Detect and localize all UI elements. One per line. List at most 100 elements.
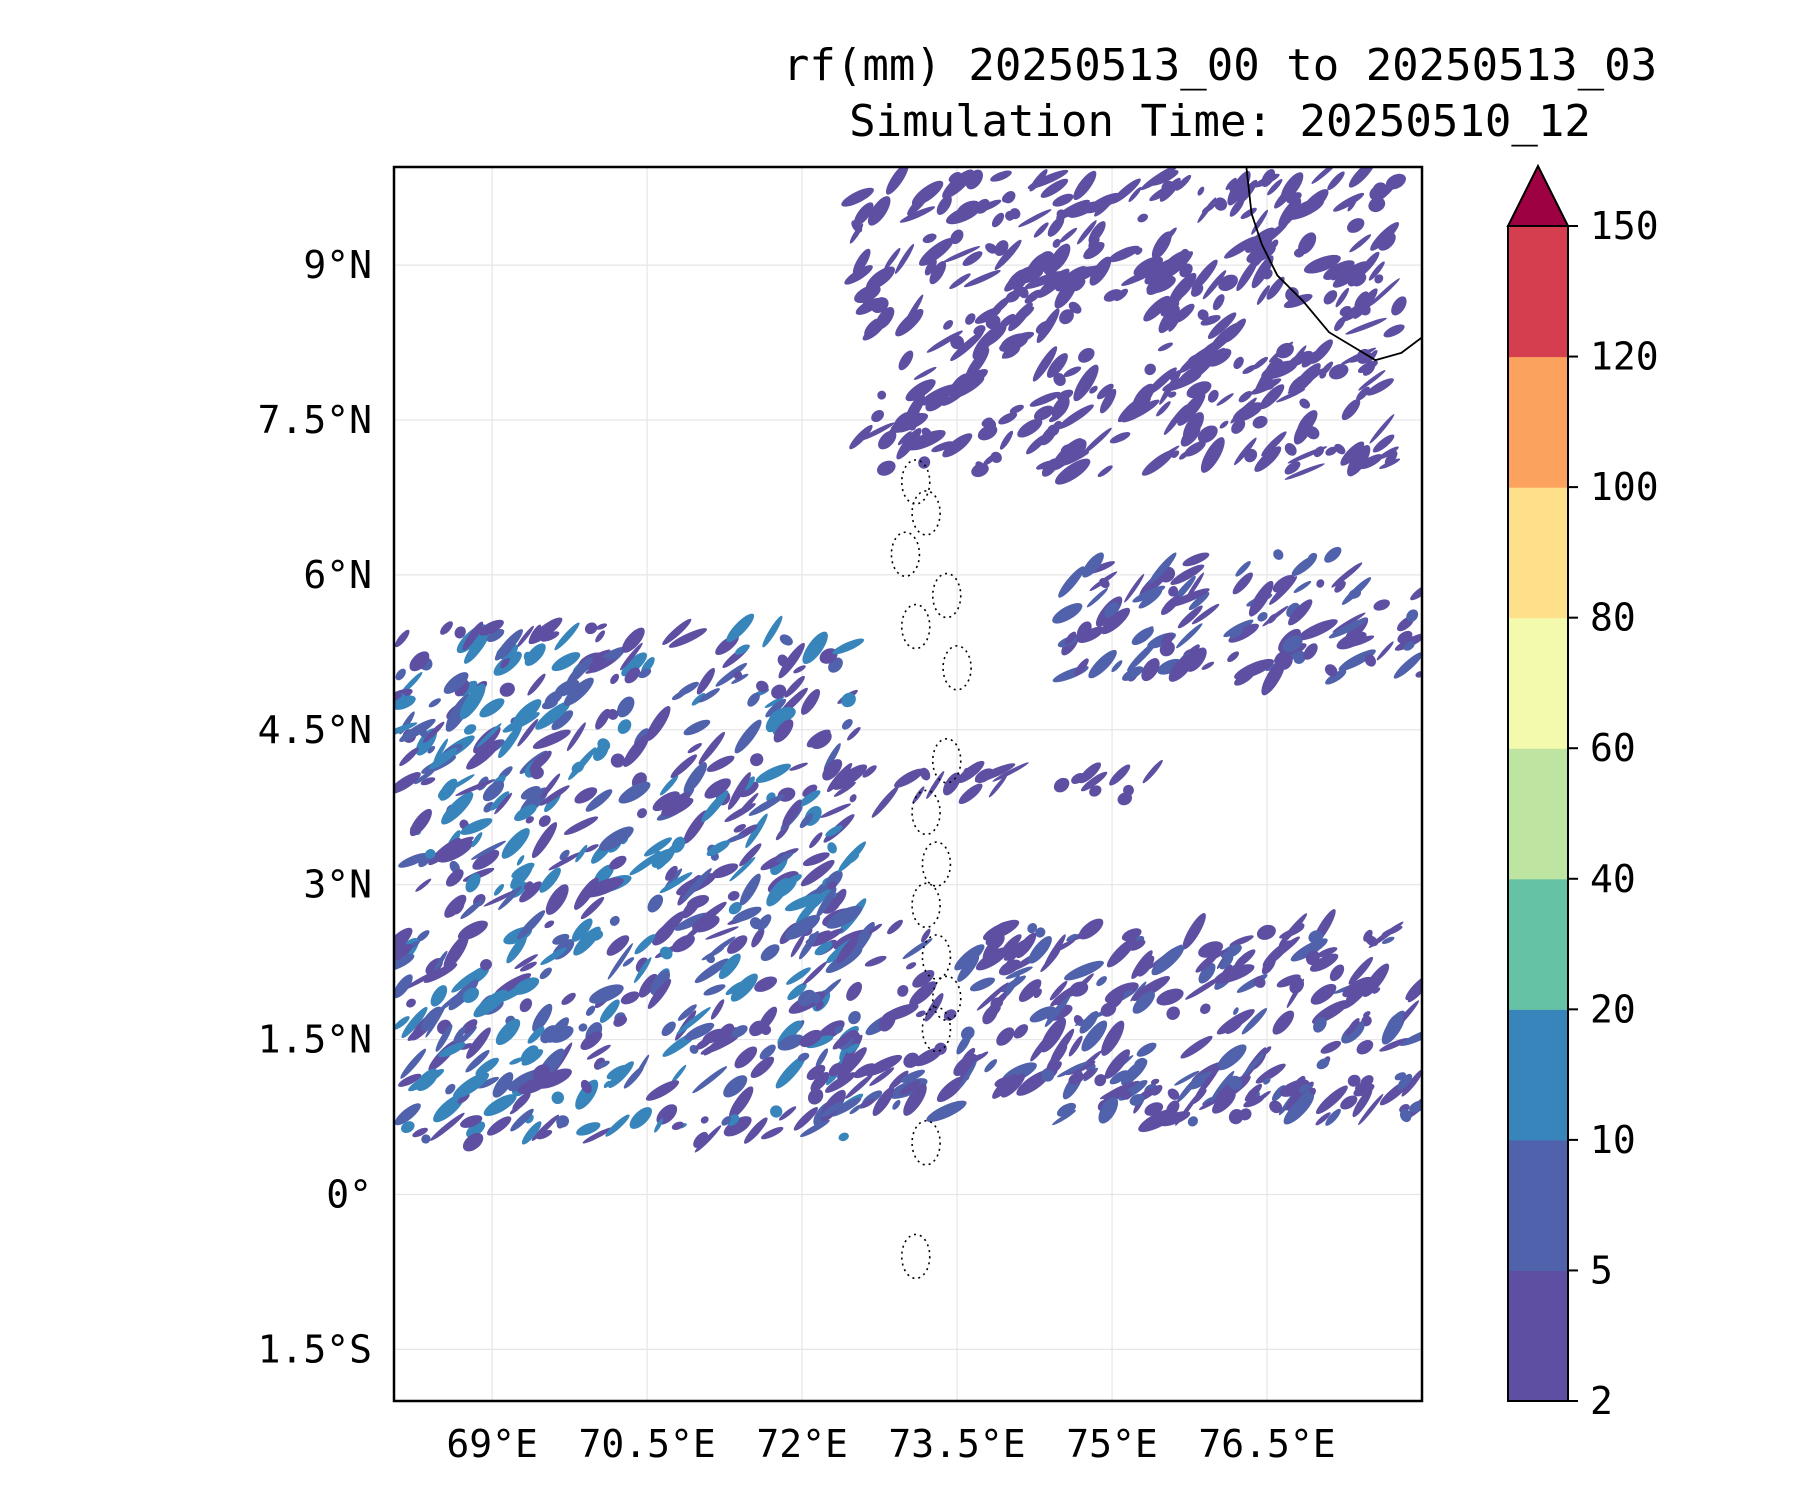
rain-cell xyxy=(1158,305,1180,334)
rain-cell xyxy=(898,350,914,371)
rain-cell xyxy=(400,1048,427,1079)
rain-cell xyxy=(962,251,983,267)
rain-cell xyxy=(1129,939,1146,951)
rain-cell xyxy=(1331,562,1363,588)
rain-cell xyxy=(990,997,1004,1009)
rain-cell xyxy=(1363,929,1373,942)
rain-cell xyxy=(421,1134,431,1144)
colorbar-tick-label: 100 xyxy=(1590,465,1659,509)
x-tick-label: 70.5°E xyxy=(578,1422,715,1466)
rain-cell xyxy=(460,818,493,835)
rain-cell xyxy=(408,1068,445,1092)
rain-cell xyxy=(556,1115,570,1128)
rain-cell xyxy=(471,832,483,848)
rain-cell xyxy=(1027,923,1038,934)
atoll-outline xyxy=(900,459,931,505)
rain-cell xyxy=(1282,635,1303,653)
rain-cell xyxy=(1220,944,1242,959)
rain-cell xyxy=(907,430,946,451)
rain-cell xyxy=(1088,221,1106,244)
rain-cell xyxy=(1191,259,1218,292)
rain-cell xyxy=(1068,1035,1083,1057)
rain-cell xyxy=(949,273,971,290)
rain-cell xyxy=(1140,167,1178,191)
rain-cell xyxy=(1244,1083,1263,1102)
rain-cell xyxy=(706,840,730,857)
rain-cell xyxy=(921,427,932,439)
rain-cell xyxy=(1243,1095,1265,1108)
rain-cell xyxy=(1198,340,1222,360)
rain-cell xyxy=(694,958,729,984)
rain-cell xyxy=(1217,1044,1247,1071)
rain-cell xyxy=(986,1006,1001,1022)
rain-cell xyxy=(1024,270,1064,290)
rain-cell xyxy=(1005,290,1020,303)
rain-cell xyxy=(441,791,474,825)
rain-cell xyxy=(568,747,597,781)
rain-cell xyxy=(1272,574,1296,593)
rain-cell xyxy=(633,957,652,984)
rain-cell xyxy=(394,943,413,963)
rain-cell xyxy=(739,843,762,867)
rain-cell xyxy=(1182,913,1206,950)
rain-cell xyxy=(434,950,448,972)
rain-cell xyxy=(1379,458,1401,470)
rain-cell xyxy=(837,1047,867,1080)
rain-cell xyxy=(509,1057,524,1065)
rain-cell xyxy=(1393,652,1422,679)
rain-cell xyxy=(1368,278,1400,307)
rain-cell xyxy=(727,890,740,901)
rain-cell xyxy=(727,772,751,810)
rain-cell xyxy=(598,826,634,852)
rain-cell xyxy=(779,634,793,646)
rain-cell xyxy=(1168,586,1179,597)
rain-cell xyxy=(1213,964,1255,984)
rain-cell xyxy=(1288,377,1302,394)
rain-cell xyxy=(1085,192,1120,214)
rain-cell xyxy=(847,726,861,741)
rain-cell xyxy=(1183,412,1204,441)
rain-cell xyxy=(903,1052,920,1068)
rain-cell xyxy=(853,1063,876,1079)
rain-cell xyxy=(1081,1020,1108,1052)
rain-cell xyxy=(1078,918,1104,940)
rain-cell xyxy=(483,1094,517,1117)
rain-cell xyxy=(582,1127,613,1144)
rain-cell xyxy=(500,657,510,669)
chart-title: rf(mm) 20250513_00 to 20250513_03 xyxy=(782,40,1658,91)
rain-cell xyxy=(765,710,786,733)
rain-cell xyxy=(950,330,984,362)
rain-cell xyxy=(838,841,867,872)
rain-cell xyxy=(586,1044,611,1060)
rain-cell xyxy=(394,693,403,703)
rain-cell xyxy=(738,781,759,798)
rain-cell xyxy=(1062,451,1090,466)
rain-cell xyxy=(1100,1002,1117,1017)
rain-cell xyxy=(1248,580,1274,617)
rain-cell xyxy=(1053,372,1066,387)
rain-cell xyxy=(1406,609,1419,623)
rain-cell xyxy=(691,693,706,706)
rain-cell xyxy=(1131,975,1171,1002)
rain-cell xyxy=(705,926,739,940)
rain-cell xyxy=(1315,1112,1331,1126)
rain-cell xyxy=(394,927,413,957)
rain-cell xyxy=(605,1114,630,1137)
rain-cell xyxy=(430,985,448,1007)
colorbar-segment xyxy=(1508,226,1568,358)
rain-cell xyxy=(1231,418,1246,434)
rain-cell xyxy=(427,745,436,754)
rain-cell xyxy=(535,701,571,730)
rain-cell xyxy=(962,1053,983,1069)
rain-cell xyxy=(1017,418,1043,438)
rain-cell xyxy=(1198,963,1216,984)
rain-cell xyxy=(1059,227,1078,243)
colorbar-extend-arrow xyxy=(1506,163,1570,227)
rain-cell xyxy=(1198,941,1224,958)
rain-cell xyxy=(429,747,458,770)
rain-cell xyxy=(529,750,552,772)
rain-cell xyxy=(443,934,469,970)
rain-cell xyxy=(731,1025,748,1038)
colorbar-segment xyxy=(1508,878,1568,1010)
